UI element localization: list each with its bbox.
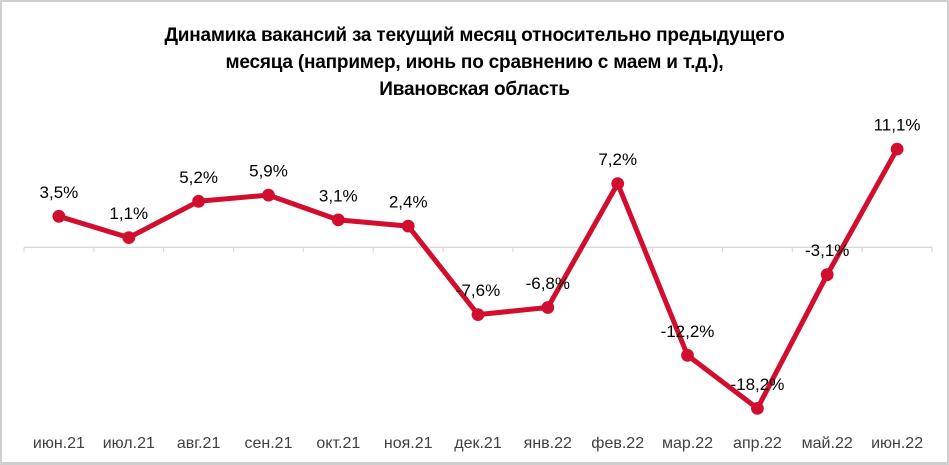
data-point-marker <box>331 213 345 227</box>
chart-title-line-1: Динамика вакансий за текущий месяц относ… <box>164 25 785 46</box>
data-point-marker <box>401 219 415 233</box>
data-point-marker <box>52 209 66 223</box>
data-point-marker <box>471 308 485 321</box>
x-axis-label: июн.22 <box>871 435 923 452</box>
data-point-marker <box>541 301 555 314</box>
x-axis-label: июл.21 <box>103 435 155 452</box>
data-point-label: -12,2% <box>661 322 715 341</box>
x-axis-label: апр.22 <box>733 435 782 452</box>
data-point-label: 3,1% <box>319 186 358 205</box>
x-axis-label: сен.21 <box>245 435 293 452</box>
data-point-marker <box>681 348 694 362</box>
data-line <box>56 146 900 411</box>
data-point-marker <box>192 194 206 208</box>
data-point-label: -7,6% <box>456 281 500 300</box>
data-point-marker <box>611 177 625 191</box>
chart-title-line-2: месяца (например, июнь по сравнению с ма… <box>225 52 724 73</box>
x-axis-label: авг.21 <box>177 435 221 452</box>
x-axis-label: дек.21 <box>454 435 502 452</box>
x-axis-label: июн.21 <box>33 435 85 452</box>
data-point-label: 5,9% <box>249 162 288 181</box>
data-point-marker <box>122 231 136 245</box>
x-axis-label: окт.21 <box>316 435 360 452</box>
data-point-label: 7,2% <box>598 150 637 169</box>
x-axis-label: мар.22 <box>662 435 713 452</box>
data-point-label: 1,1% <box>109 204 148 223</box>
data-point-label: 5,2% <box>179 168 218 187</box>
data-point-label: 11,1% <box>874 116 921 135</box>
data-point-marker <box>262 188 275 202</box>
data-point-label: -3,1% <box>805 241 849 260</box>
data-point-label: 2,4% <box>389 193 428 212</box>
data-point-marker <box>751 402 764 415</box>
chart-title: Динамика вакансий за текущий месяц относ… <box>2 22 947 103</box>
data-point-marker <box>820 268 834 282</box>
x-axis-label: ноя.21 <box>384 435 433 452</box>
data-point-label: 3,5% <box>40 183 79 202</box>
x-axis-label: фев.22 <box>591 435 644 452</box>
x-axis-label: май.22 <box>802 435 853 452</box>
data-point-label: -6,8% <box>526 274 570 293</box>
data-point-label: -18,2% <box>730 375 784 394</box>
chart-title-line-3: Ивановская область <box>379 79 570 100</box>
data-point-marker <box>890 142 904 156</box>
x-axis-label: янв.22 <box>524 435 572 452</box>
